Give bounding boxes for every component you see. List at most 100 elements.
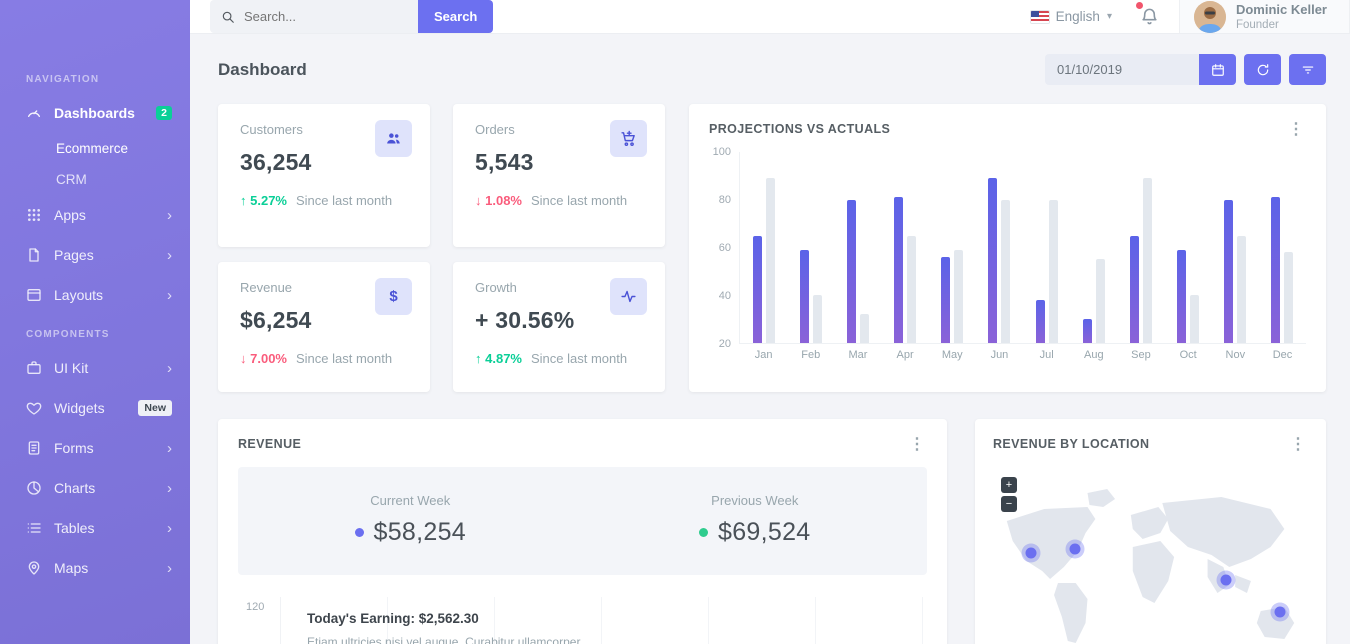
dollar-icon: $ [375, 278, 412, 315]
kebab-menu-icon[interactable]: ⋮ [1290, 436, 1306, 453]
projection-bar[interactable] [907, 235, 917, 343]
stat-card-revenue: Revenue $ $6,254 ↓ 7.00% Since last mont… [218, 262, 430, 392]
filter-button[interactable] [1289, 54, 1326, 85]
kebab-menu-icon[interactable]: ⋮ [909, 436, 925, 453]
projection-bar[interactable] [859, 314, 869, 343]
projection-bar[interactable] [812, 295, 822, 343]
calendar-icon [1211, 63, 1224, 76]
bell-icon [1142, 8, 1157, 25]
stat-value: 36,254 [240, 149, 312, 175]
previous-week-label: Previous Week [711, 493, 799, 508]
actual-bar[interactable] [1224, 199, 1234, 343]
search-input[interactable] [210, 0, 418, 33]
actual-bar[interactable] [894, 197, 904, 343]
page-title: Dashboard [218, 59, 307, 79]
projection-bar[interactable] [954, 249, 964, 343]
actual-bar[interactable] [846, 199, 856, 343]
sidebar-item-dashboards[interactable]: Dashboards 2 [0, 93, 190, 133]
delta-up: ↑ 5.27% [240, 193, 287, 208]
map-marker-north-america-west[interactable] [1025, 547, 1037, 559]
projection-bar[interactable] [1048, 199, 1058, 343]
projection-bar[interactable] [1095, 259, 1105, 343]
sidebar-item-label: Charts [54, 480, 96, 496]
panel-title: PROJECTIONS VS ACTUALS [709, 122, 891, 136]
actual-bar[interactable] [1177, 249, 1187, 343]
bar-group[interactable]: Apr [882, 152, 929, 361]
map-marker-southeast-asia[interactable] [1220, 574, 1232, 586]
revenue-summary: Current Week $58,254 Previous Week $69,5… [238, 467, 927, 575]
projection-bar[interactable] [1142, 178, 1152, 343]
projection-bar[interactable] [1190, 295, 1200, 343]
search-button[interactable]: Search [418, 0, 494, 33]
x-tick-label: Oct [1179, 349, 1197, 361]
bar-group[interactable]: Sep [1117, 152, 1164, 361]
bar-group[interactable]: Aug [1070, 152, 1117, 361]
sidebar-item-apps[interactable]: Apps › [0, 195, 190, 235]
current-week-label: Current Week [370, 493, 451, 508]
chevron-right-icon: › [167, 246, 172, 264]
bar-group[interactable]: Jan [740, 152, 787, 361]
sidebar-item-crm[interactable]: CRM [56, 172, 87, 187]
sidebar-item-forms[interactable]: Forms › [0, 428, 190, 468]
activity-icon [610, 278, 647, 315]
map-zoom-out-button[interactable]: − [1001, 496, 1017, 512]
chevron-down-icon: ▾ [1106, 11, 1112, 22]
notifications-button[interactable] [1130, 2, 1179, 26]
stat-note: Since last month [296, 193, 393, 208]
stat-value: 5,543 [475, 149, 534, 175]
bar-group[interactable]: Dec [1259, 152, 1306, 361]
bar-group[interactable]: Feb [787, 152, 834, 361]
sidebar-item-pages[interactable]: Pages › [0, 235, 190, 275]
date-input[interactable] [1045, 54, 1199, 85]
nav-section-label: NAVIGATION [26, 74, 100, 85]
calendar-button[interactable] [1199, 54, 1236, 85]
revenue-chart: 120 Today's Earning: $2,562.30 Etiam ult… [238, 597, 927, 644]
actual-bar[interactable] [752, 235, 762, 343]
stat-value: $6,254 [240, 307, 312, 333]
chevron-right-icon: › [167, 286, 172, 304]
actual-bar[interactable] [1082, 319, 1092, 343]
map-marker-north-america-east[interactable] [1069, 543, 1081, 554]
stat-label: Orders [475, 122, 515, 137]
bar-group[interactable]: Nov [1212, 152, 1259, 361]
actual-bar[interactable] [1035, 300, 1045, 343]
actual-bar[interactable] [1271, 197, 1281, 343]
sidebar-item-ecommerce[interactable]: Ecommerce [56, 141, 129, 156]
actual-bar[interactable] [799, 249, 809, 343]
y-tick-label: 40 [718, 290, 731, 302]
refresh-button[interactable] [1244, 54, 1281, 85]
widgets-new-badge: New [138, 400, 172, 416]
projection-bar[interactable] [1237, 235, 1247, 343]
sidebar-item-layouts[interactable]: Layouts › [0, 275, 190, 315]
actual-bar[interactable] [941, 257, 951, 343]
bar-group[interactable]: May [929, 152, 976, 361]
topbar: Search English ▾ Dominic Keller [190, 0, 1350, 34]
user-menu[interactable]: Dominic Keller Founder [1178, 0, 1350, 33]
sidebar-item-ui-kit[interactable]: UI Kit › [0, 348, 190, 388]
y-tick-label: 20 [718, 338, 731, 350]
map-zoom-in-button[interactable]: + [1001, 477, 1017, 493]
sidebar-item-label: Maps [54, 560, 89, 576]
projection-bar[interactable] [1001, 199, 1011, 343]
actual-bar[interactable] [1129, 235, 1139, 343]
sidebar-item-maps[interactable]: Maps › [0, 548, 190, 588]
users-icon [375, 120, 412, 157]
y-tick-label: 100 [712, 146, 731, 158]
bar-group[interactable]: Oct [1165, 152, 1212, 361]
projection-bar[interactable] [1284, 252, 1294, 343]
sidebar-item-charts[interactable]: Charts › [0, 468, 190, 508]
projection-bar[interactable] [765, 178, 775, 343]
language-dropdown[interactable]: English ▾ [1013, 9, 1130, 24]
sidebar-item-label: Widgets [54, 400, 105, 416]
actual-bar[interactable] [988, 178, 998, 343]
bar-group[interactable]: Mar [834, 152, 881, 361]
bar-group[interactable]: Jun [976, 152, 1023, 361]
delta-down: ↓ 7.00% [240, 351, 287, 366]
sidebar-item-widgets[interactable]: Widgets New [0, 388, 190, 428]
y-tick-label: 80 [718, 194, 731, 206]
map-marker-australia[interactable] [1274, 606, 1286, 617]
bar-group[interactable]: Jul [1023, 152, 1070, 361]
kebab-menu-icon[interactable]: ⋮ [1288, 121, 1304, 138]
gauge-icon [26, 105, 42, 121]
sidebar-item-tables[interactable]: Tables › [0, 508, 190, 548]
